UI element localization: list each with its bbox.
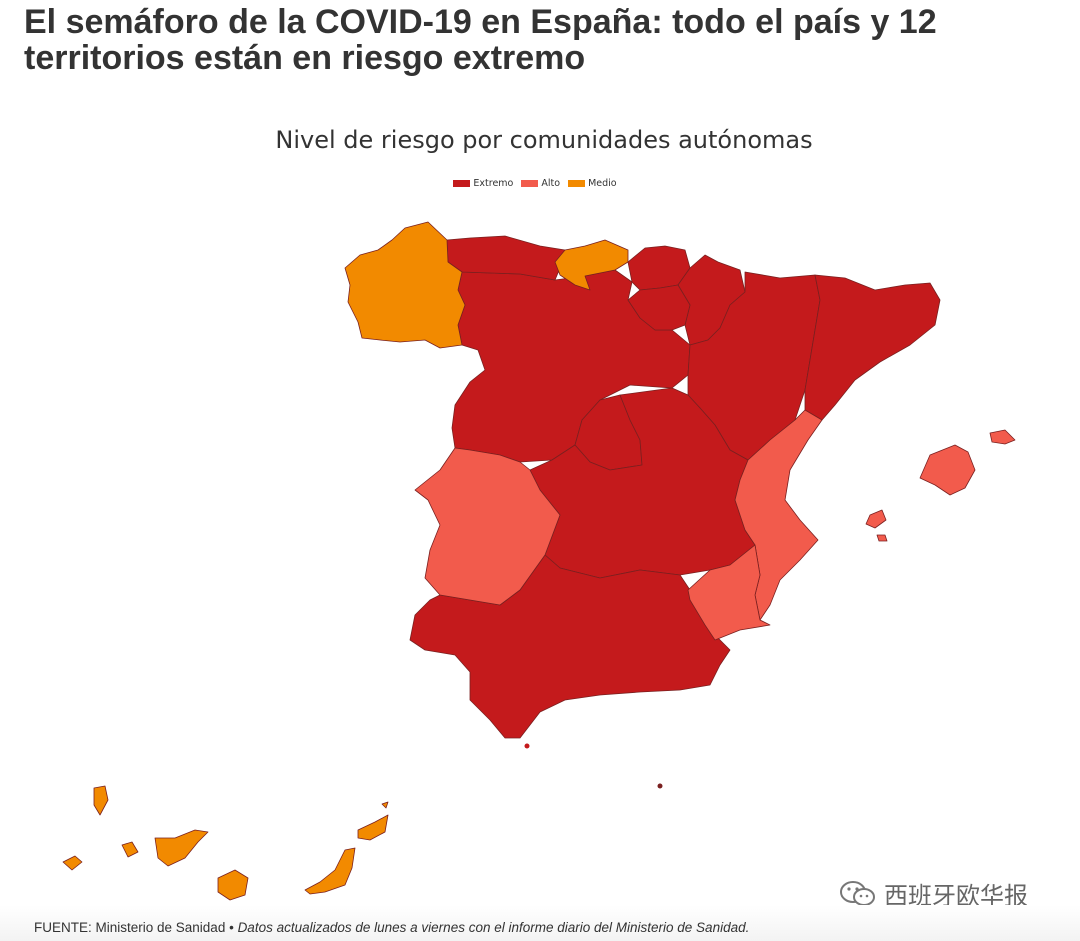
wechat-icon bbox=[840, 880, 875, 906]
region-cataluna[interactable] bbox=[804, 274, 941, 421]
region-melilla[interactable] bbox=[657, 783, 663, 789]
region-la-palma[interactable] bbox=[93, 785, 109, 816]
legend-item-extremo[interactable]: Extremo bbox=[453, 178, 513, 189]
legend-label-alto: Alto bbox=[541, 178, 561, 189]
footer-note: Datos actualizados de lunes a viernes co… bbox=[237, 920, 750, 935]
region-ceuta[interactable] bbox=[524, 743, 530, 749]
region-tenerife[interactable] bbox=[154, 829, 209, 867]
region-ibiza[interactable] bbox=[865, 509, 887, 529]
region-extremadura[interactable] bbox=[414, 447, 561, 606]
region-la-gomera[interactable] bbox=[121, 841, 139, 858]
map-title: Nivel de riesgo por comunidades autónoma… bbox=[275, 126, 813, 154]
region-murcia[interactable] bbox=[687, 544, 771, 641]
legend-label-medio: Medio bbox=[588, 178, 617, 189]
region-cantabria[interactable] bbox=[554, 239, 629, 291]
footer-source: FUENTE: Ministerio de Sanidad bbox=[34, 920, 226, 935]
region-fuerteventura[interactable] bbox=[304, 847, 356, 895]
footer-background bbox=[0, 905, 1080, 941]
region-la-rioja[interactable] bbox=[627, 284, 691, 331]
legend-swatch-alto bbox=[521, 180, 539, 187]
region-mallorca[interactable] bbox=[919, 444, 976, 496]
legend-swatch-medio bbox=[568, 180, 586, 187]
legend-item-alto[interactable]: Alto bbox=[521, 178, 560, 189]
region-lanzarote[interactable] bbox=[357, 814, 389, 841]
legend-swatch-extremo bbox=[453, 180, 471, 187]
footer: FUENTE: Ministerio de Sanidad • Datos ac… bbox=[34, 920, 749, 935]
legend-label-extremo: Extremo bbox=[473, 178, 514, 189]
region-el-hierro[interactable] bbox=[62, 855, 83, 871]
footer-separator: • bbox=[225, 920, 238, 935]
region-la-graciosa[interactable] bbox=[381, 801, 389, 809]
region-menorca[interactable] bbox=[989, 429, 1016, 445]
region-gran-canaria[interactable] bbox=[217, 869, 249, 901]
headline: El semáforo de la COVID-19 en España: to… bbox=[24, 3, 937, 77]
region-formentera[interactable] bbox=[876, 534, 888, 542]
legend: Extremo Alto Medio bbox=[0, 178, 1070, 189]
region-c-valenciana[interactable] bbox=[734, 409, 823, 621]
region-andalucia[interactable] bbox=[409, 554, 731, 739]
legend-item-medio[interactable]: Medio bbox=[568, 178, 617, 189]
region-galicia[interactable] bbox=[344, 221, 466, 349]
